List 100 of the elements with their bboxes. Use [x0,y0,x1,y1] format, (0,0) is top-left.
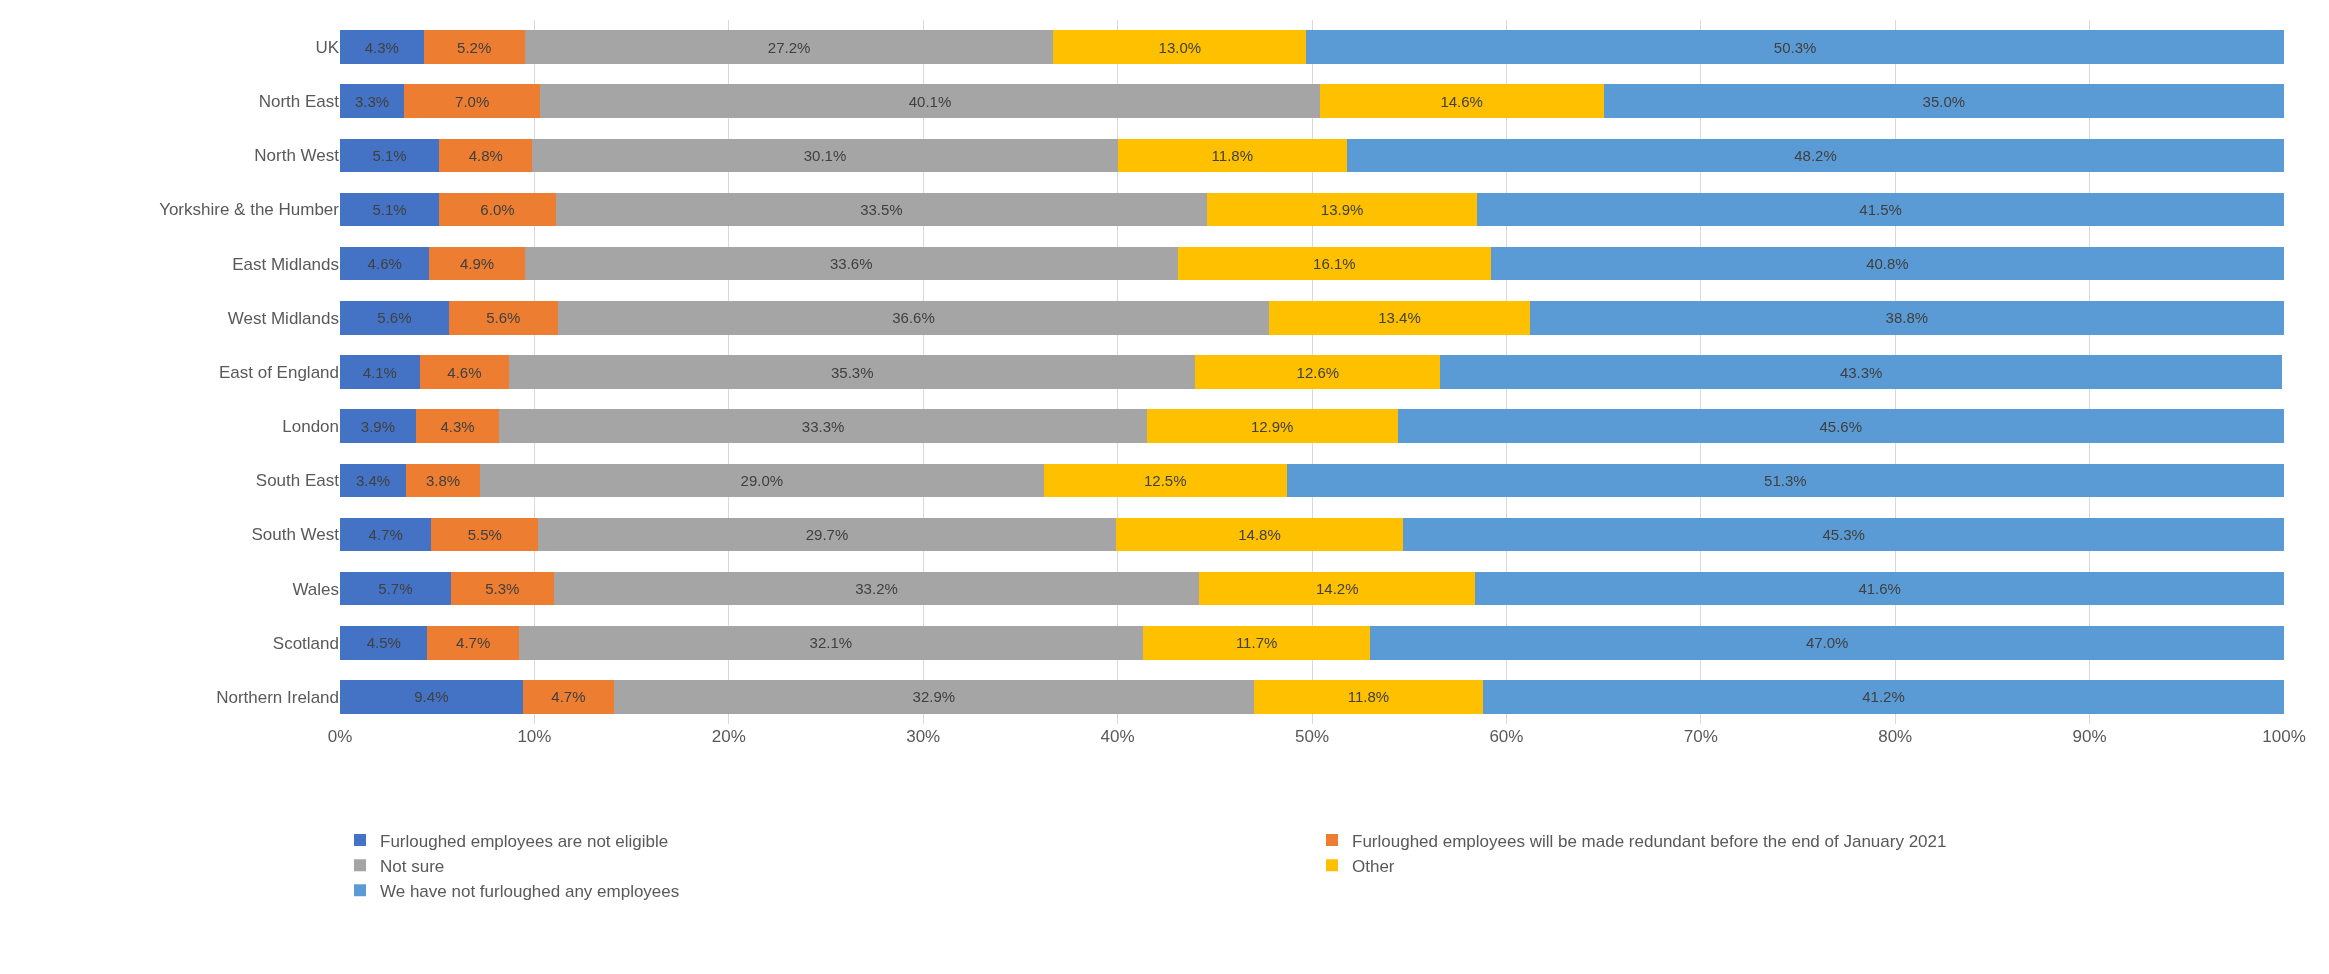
x-tick-label: 10% [517,727,552,746]
bar [404,84,541,119]
data-label: 40.1% [908,92,952,110]
x-tick-label: 50% [1294,727,1330,746]
bar [340,355,420,389]
bar [419,355,510,389]
bar [340,409,416,443]
data-label: 11.7% [1235,634,1278,652]
data-label: 29.7% [805,525,849,543]
data-label: 47.0% [1805,634,1849,652]
data-label: 4.7% [368,525,403,543]
data-label: 29.0% [740,471,784,489]
data-label: 33.2% [855,580,898,598]
y-tick-label: South West [251,525,340,545]
y-tick-label: UK [315,38,340,58]
data-label: 5.3% [485,580,520,598]
y-tick-label: London [282,417,339,437]
data-label: 5.1% [372,146,407,164]
bar [340,30,424,64]
data-label: 4.5% [366,634,401,652]
x-tick-label: 90% [2072,727,2107,746]
data-label: 5.6% [486,309,521,327]
bar [1529,301,2284,335]
bar [1370,625,2284,660]
data-label: 13.4% [1378,309,1421,327]
bar [1490,246,2284,281]
data-label: 48.2% [1794,146,1837,164]
data-label: 35.3% [830,363,874,381]
bar [1199,571,1476,606]
bar [450,571,554,606]
bar [1053,30,1307,64]
bar [1115,517,1404,552]
bar [1483,680,2284,714]
bar [1403,517,2284,552]
bar [553,571,1200,606]
data-label: 4.7% [456,634,491,652]
data-label: 41.6% [1858,580,1901,598]
data-label: 38.8% [1885,309,1929,327]
data-label: 7.0% [455,92,490,110]
bar [1177,246,1491,281]
bar [1286,463,2284,498]
data-label: 27.2% [767,38,811,56]
bar [427,625,519,660]
y-tick-label: Scotland [272,633,339,653]
bar [448,301,558,335]
data-label: 32.1% [809,634,853,652]
bar [340,246,430,281]
data-label: 3.3% [354,92,390,110]
data-label: 35.0% [1922,92,1966,110]
bar [499,409,1147,443]
bar [1306,30,2284,64]
bar [340,625,428,660]
bar [1319,84,1604,119]
data-label: 6.0% [480,201,515,219]
data-label: 40.8% [1866,255,1909,273]
bar [340,301,449,335]
bar [1440,355,2283,389]
bar [1207,192,1478,227]
legend-label: Not sure [380,856,445,876]
bar [1142,625,1371,660]
bar [1346,138,2284,173]
y-tick-label: North West [254,146,340,166]
data-label: 11.8% [1211,146,1254,164]
bar [518,625,1143,660]
data-label: 5.5% [467,525,502,543]
bar [524,30,1054,64]
data-label: 30.1% [803,146,847,164]
bar [532,138,1118,173]
data-label: 13.9% [1320,201,1364,219]
data-label: 45.3% [1822,525,1865,543]
bar [1397,409,2284,443]
bar [1117,138,1347,173]
data-label: 3.9% [360,417,396,435]
y-tick-label: Wales [292,579,339,599]
data-label: 9.4% [414,688,449,706]
data-label: 41.5% [1859,201,1902,219]
data-label: 5.2% [457,38,492,56]
data-label: 4.8% [468,146,503,164]
data-label: 3.4% [355,471,391,489]
data-label: 12.5% [1143,471,1187,489]
y-tick-label: North East [258,92,340,112]
bar [524,246,1178,281]
bar [1477,192,2284,227]
legend-label: We have not furloughed any employees [380,881,680,901]
legend-label: Furloughed employees will be made redundant before the end of January 2021 [1352,831,1947,851]
x-tick-label: 80% [1878,727,1913,746]
bar [522,680,615,714]
data-label: 4.6% [447,363,482,381]
data-label: 33.6% [830,255,873,273]
data-label: 36.6% [892,309,935,327]
data-label: 4.7% [551,688,586,706]
x-tick-label: 0% [327,727,353,746]
legend-label: Other [1352,856,1395,876]
y-tick-label: West Midlands [227,308,339,328]
y-tick-label: Yorkshire & the Humber [159,200,340,220]
legend-label: Furloughed employees are not eligible [380,831,669,851]
bar [340,680,523,714]
bar [340,138,440,173]
data-label: 45.6% [1819,417,1863,435]
data-label: 13.0% [1158,38,1202,56]
